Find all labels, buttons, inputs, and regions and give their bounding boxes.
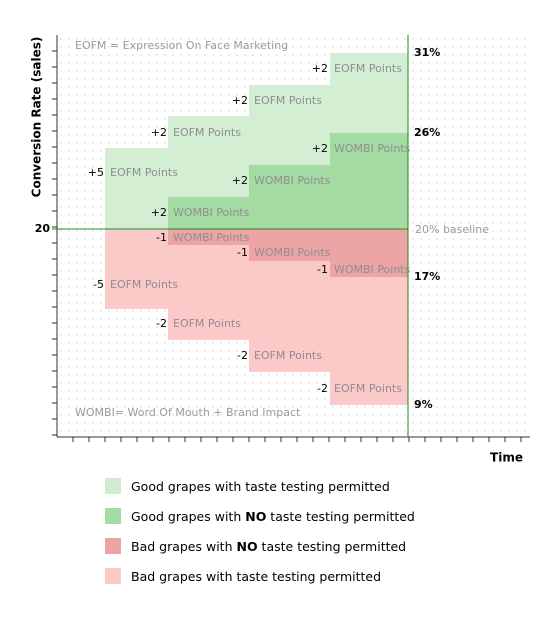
right-label: 9%	[414, 398, 433, 411]
legend-text: NO	[245, 509, 266, 524]
legend-label: Good grapes with NO taste testing permit…	[131, 509, 415, 524]
delta-label: -1	[156, 231, 167, 244]
points-label: EOFM Points	[254, 349, 322, 362]
delta-label: +5	[88, 166, 104, 179]
legend-text: taste testing permitted	[266, 509, 415, 524]
delta-label: +2	[232, 94, 248, 107]
delta-label: +2	[151, 126, 167, 139]
legend-label: Bad grapes with NO taste testing permitt…	[131, 539, 406, 554]
legend-label: Bad grapes with taste testing permitted	[131, 569, 381, 584]
x-axis-label: Time	[490, 451, 523, 465]
delta-label: -1	[317, 263, 328, 276]
points-label: EOFM Points	[110, 278, 178, 291]
points-label: WOMBI Points	[173, 231, 250, 244]
legend-swatch	[105, 478, 121, 494]
legend-text: Good grapes with taste testing permitted	[131, 479, 390, 494]
delta-label: -2	[156, 317, 167, 330]
delta-label: +2	[232, 174, 248, 187]
legend-text: taste testing permitted	[258, 539, 407, 554]
delta-label: +2	[312, 142, 328, 155]
y-axis-label: Conversion Rate (sales)	[30, 37, 44, 198]
note: EOFM = Expression On Face Marketing	[75, 39, 288, 52]
legend-swatch	[105, 538, 121, 554]
legend: Good grapes with taste testing permitted…	[105, 478, 415, 584]
points-label: WOMBI Points	[334, 142, 411, 155]
points-label: WOMBI Points	[254, 174, 331, 187]
points-label: WOMBI Points	[334, 263, 411, 276]
points-label: EOFM Points	[254, 94, 322, 107]
delta-label: +2	[151, 206, 167, 219]
delta-label: -1	[237, 246, 248, 259]
points-label: EOFM Points	[334, 62, 402, 75]
points-label: EOFM Points	[110, 166, 178, 179]
right-label: 31%	[414, 46, 440, 59]
legend-swatch	[105, 568, 121, 584]
legend-text: NO	[236, 539, 257, 554]
delta-label: -2	[317, 382, 328, 395]
delta-label: -2	[237, 349, 248, 362]
ticks	[52, 50, 522, 442]
points-label: WOMBI Points	[254, 246, 331, 259]
delta-label: +2	[312, 62, 328, 75]
legend-swatch	[105, 508, 121, 524]
legend-text: Good grapes with	[131, 509, 245, 524]
points-label: EOFM Points	[173, 126, 241, 139]
points-label: WOMBI Points	[173, 206, 250, 219]
note: WOMBI= Word Of Mouth + Brand Impact	[75, 406, 301, 419]
bad-no-taste-area	[168, 229, 408, 277]
legend-text: Bad grapes with taste testing permitted	[131, 569, 381, 584]
right-label: 20% baseline	[415, 223, 489, 236]
legend-text: Bad grapes with	[131, 539, 236, 554]
delta-label: -5	[93, 278, 104, 291]
right-label: 17%	[414, 270, 440, 283]
annotations: +5 EOFM Points -5 EOFM Points +2 EOFM Points +…	[88, 62, 411, 395]
y-tick-label: 20	[35, 222, 51, 235]
legend-label: Good grapes with taste testing permitted	[131, 479, 390, 494]
points-label: EOFM Points	[173, 317, 241, 330]
points-label: EOFM Points	[334, 382, 402, 395]
right-label: 26%	[414, 126, 440, 139]
good-no-taste-area	[168, 133, 408, 229]
